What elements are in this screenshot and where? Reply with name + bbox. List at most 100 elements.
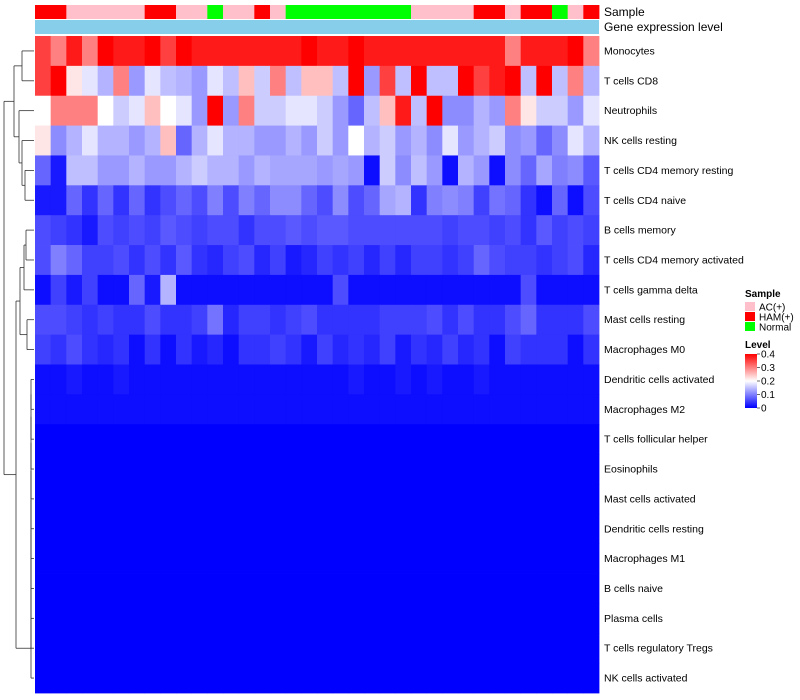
heatmap-cell: [317, 36, 334, 67]
heatmap-cell: [144, 633, 161, 664]
heatmap-cell: [489, 245, 506, 276]
heatmap-cell: [238, 334, 255, 365]
heatmap-cell: [379, 663, 396, 694]
heatmap-cell: [395, 633, 412, 664]
heatmap-cell: [223, 633, 240, 664]
sample-cell: [35, 5, 52, 19]
heatmap-cell: [207, 364, 224, 395]
heatmap-cell: [176, 95, 193, 126]
row-label: Mast cells resting: [604, 314, 685, 326]
heatmap-cell: [552, 543, 569, 574]
heatmap-cell: [223, 155, 240, 186]
heatmap-cell: [160, 304, 177, 336]
heatmap-cell: [552, 65, 569, 97]
heatmap-cell: [254, 603, 271, 634]
heatmap-cell: [317, 573, 334, 604]
sample-cell: [160, 5, 177, 19]
heatmap-cell: [583, 95, 600, 126]
heatmap-cell: [379, 274, 396, 306]
heatmap-cell: [223, 95, 240, 126]
heatmap-cell: [442, 543, 459, 574]
heatmap-cell: [458, 454, 475, 485]
heatmap-cell: [567, 633, 584, 664]
heatmap-cell: [50, 334, 67, 365]
heatmap-cell: [160, 513, 177, 545]
heatmap-cell: [332, 65, 349, 97]
heatmap-cell: [35, 454, 52, 485]
sample-cell: [411, 5, 428, 19]
heatmap-cell: [583, 245, 600, 276]
heatmap-cell: [536, 95, 553, 126]
heatmap-cell: [442, 245, 459, 276]
row-label: Macrophages M2: [604, 404, 685, 416]
heatmap-cell: [505, 483, 522, 515]
heatmap-cell: [348, 274, 365, 306]
heatmap-cell: [536, 513, 553, 545]
heatmap-cell: [160, 334, 177, 365]
heatmap-cell: [348, 245, 365, 276]
heatmap-cell: [317, 543, 334, 574]
legend-sample-swatch: [745, 302, 755, 311]
heatmap-cell: [411, 155, 428, 186]
heatmap-cell: [426, 334, 443, 365]
heatmap-cell: [129, 364, 146, 395]
heatmap-cell: [489, 633, 506, 664]
heatmap-cell: [473, 304, 490, 336]
heatmap-cell: [426, 483, 443, 515]
heatmap-cell: [317, 274, 334, 306]
heatmap-cell: [97, 155, 114, 186]
heatmap-cell: [520, 513, 537, 545]
heatmap-cell: [301, 155, 318, 186]
heatmap-cell: [505, 125, 522, 156]
heatmap-cell: [66, 95, 83, 126]
heatmap-cell: [191, 543, 208, 574]
heatmap-cell: [191, 155, 208, 186]
heatmap-cell: [395, 304, 412, 336]
heatmap-cell: [379, 573, 396, 604]
heatmap-cell: [223, 334, 240, 365]
heatmap-cell: [332, 36, 349, 67]
heatmap-cell: [66, 274, 83, 306]
heatmap-cell: [505, 36, 522, 67]
heatmap-cell: [536, 633, 553, 664]
heatmap-cell: [332, 155, 349, 186]
heatmap-cell: [270, 304, 287, 336]
heatmap-cell: [50, 663, 67, 694]
heatmap-cell: [285, 215, 302, 246]
heatmap-cell: [238, 513, 255, 545]
heatmap-cell: [129, 125, 146, 156]
heatmap-cell: [442, 663, 459, 694]
heatmap-cell: [160, 663, 177, 694]
heatmap-cell: [254, 65, 271, 97]
heatmap-cell: [129, 483, 146, 515]
heatmap-cell: [176, 543, 193, 574]
legend-sample-swatch: [745, 312, 755, 321]
heatmap-cell: [238, 155, 255, 186]
heatmap-cell: [113, 543, 130, 574]
heatmap-cell: [317, 424, 334, 455]
heatmap-cell: [66, 364, 83, 395]
heatmap-cell: [458, 304, 475, 336]
sample-cell: [129, 5, 146, 19]
heatmap-cell: [82, 603, 99, 634]
heatmap-cell: [238, 274, 255, 306]
heatmap-cell: [176, 304, 193, 336]
heatmap-cell: [426, 603, 443, 634]
heatmap-cell: [50, 543, 67, 574]
heatmap-cell: [552, 304, 569, 336]
heatmap-cell: [301, 394, 318, 425]
heatmap-cell: [536, 274, 553, 306]
heatmap-cell: [536, 36, 553, 67]
heatmap-cell: [270, 185, 287, 216]
heatmap-cell: [567, 603, 584, 634]
heatmap-cell: [364, 633, 381, 664]
heatmap-cell: [520, 394, 537, 425]
legend-sample-label: AC(+): [759, 303, 785, 314]
heatmap-cell: [567, 185, 584, 216]
expression-annotation-bar: [35, 20, 599, 34]
heatmap-cell: [364, 95, 381, 126]
heatmap-cell: [317, 215, 334, 246]
heatmap-cell: [144, 215, 161, 246]
heatmap-cell: [176, 513, 193, 545]
legend-level-ticks: 0.4 0.3 0.2 0.1 0: [757, 350, 775, 415]
